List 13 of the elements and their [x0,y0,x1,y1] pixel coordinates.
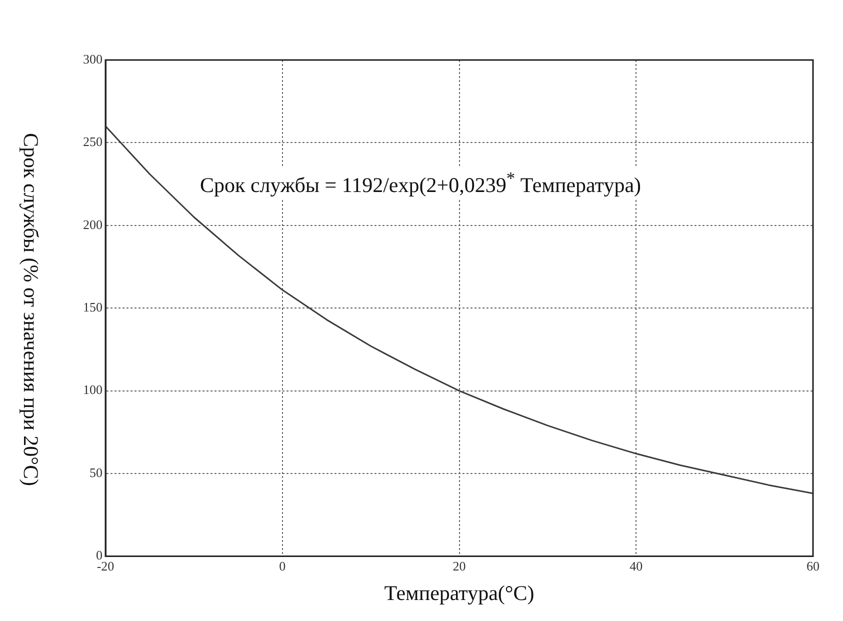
y-tick-label: 50 [90,464,102,480]
x-tick-label: 0 [279,558,286,574]
annotation: Срок службы = 1192/exp(2+0,0239$^{*}$ Температура) [200,168,642,198]
x-tick-label: 60 [806,558,820,574]
y-tick-label: 150 [83,300,102,315]
y-axis-title: Срок службы (% от значения при 20°C) [18,132,43,489]
x-axis-title: Температура(°C) [384,580,534,605]
x-tick-label: 40 [630,558,643,574]
x-tick-label: 20 [452,558,466,574]
y-tick-label: 250 [83,134,102,150]
y-tick-label: 300 [83,51,102,66]
y-tick-label: 200 [83,216,102,232]
y-tick-label: 100 [83,382,102,398]
